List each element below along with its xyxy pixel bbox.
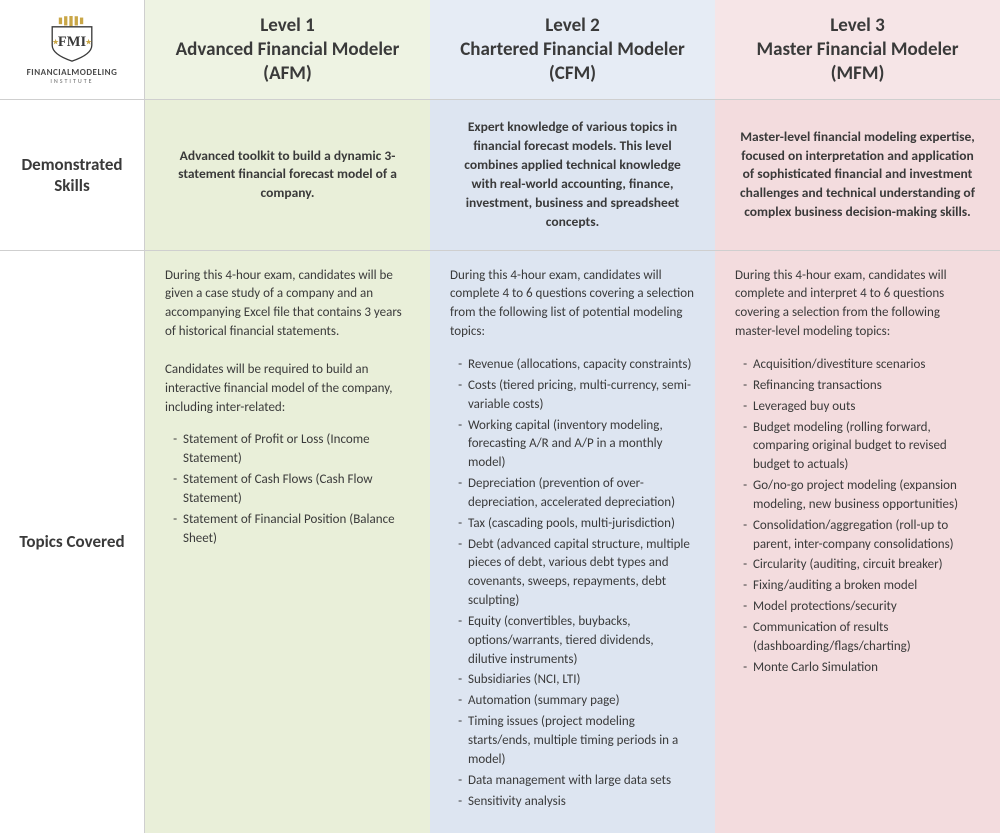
comparison-table: FMI ★ ★ FINANCIALMODELING INSTITUTE Leve… [0, 0, 1000, 833]
list-item: Sensitivity analysis [468, 793, 695, 812]
svg-text:★: ★ [52, 38, 59, 48]
list-item: Timing issues (project modeling starts/e… [468, 713, 695, 770]
list-item: Revenue (allocations, capacity constrain… [468, 356, 695, 375]
list-item: Consolidation/aggregation (roll-up to pa… [753, 517, 980, 555]
list-item: Equity (convertibles, buybacks, options/… [468, 613, 695, 670]
list-item: Depreciation (prevention of over-depreci… [468, 475, 695, 513]
level1-label: Level 1 [163, 14, 412, 38]
list-item: Tax (cascading pools, multi-jurisdiction… [468, 515, 695, 534]
topics-level2-intro1: During this 4-hour exam, candidates will… [450, 267, 695, 342]
topics-level3-intro1: During this 4-hour exam, candidates will… [735, 267, 980, 342]
skills-level1: Advanced toolkit to build a dynamic 3-st… [145, 100, 430, 250]
level2-label: Level 2 [448, 14, 697, 38]
list-item: Subsidiaries (NCI, LTI) [468, 671, 695, 690]
row-label-skills: Demonstrated Skills [0, 100, 145, 250]
list-item: Automation (summary page) [468, 692, 695, 711]
logo-text-line2: INSTITUTE [50, 77, 93, 85]
list-item: Refinancing transactions [753, 377, 980, 396]
row-label-topics: Topics Covered [0, 251, 145, 833]
topics-level2: During this 4-hour exam, candidates will… [430, 251, 715, 833]
column-header-level3: Level 3 Master Financial Modeler (MFM) [715, 0, 1000, 100]
topics-level1-intro2: Candidates will be required to build an … [165, 361, 410, 418]
list-item: Communication of results (dashboarding/f… [753, 619, 980, 657]
topics-level3: During this 4-hour exam, candidates will… [715, 251, 1000, 833]
list-item: Budget modeling (rolling forward, compar… [753, 419, 980, 476]
list-item: Circularity (auditing, circuit breaker) [753, 556, 980, 575]
list-item: Debt (advanced capital structure, multip… [468, 536, 695, 611]
list-item: Statement of Profit or Loss (Income Stat… [183, 431, 410, 469]
level2-name: Chartered Financial Modeler (CFM) [448, 38, 697, 86]
column-header-level1: Level 1 Advanced Financial Modeler (AFM) [145, 0, 430, 100]
topics-level1-list: Statement of Profit or Loss (Income Stat… [165, 431, 410, 548]
list-item: Statement of Financial Position (Balance… [183, 511, 410, 549]
svg-text:FMI: FMI [58, 34, 87, 50]
level1-name: Advanced Financial Modeler (AFM) [163, 38, 412, 86]
skills-level1-text: Advanced toolkit to build a dynamic 3-st… [167, 147, 408, 204]
topics-level1-intro1: During this 4-hour exam, candidates will… [165, 267, 410, 342]
level3-name: Master Financial Modeler (MFM) [733, 38, 982, 86]
list-item: Statement of Cash Flows (Cash Flow State… [183, 471, 410, 509]
logo-cell: FMI ★ ★ FINANCIALMODELING INSTITUTE [0, 0, 145, 100]
list-item: Acquisition/divestiture scenarios [753, 356, 980, 375]
list-item: Monte Carlo Simulation [753, 659, 980, 678]
fmi-logo-icon: FMI ★ ★ [39, 16, 105, 64]
list-item: Working capital (inventory modeling, for… [468, 417, 695, 474]
list-item: Leveraged buy outs [753, 398, 980, 417]
skills-level2-text: Expert knowledge of various topics in fi… [452, 118, 693, 231]
level3-label: Level 3 [733, 14, 982, 38]
svg-text:★: ★ [85, 38, 92, 48]
skills-level2: Expert knowledge of various topics in fi… [430, 100, 715, 250]
list-item: Model protections/security [753, 598, 980, 617]
list-item: Go/no-go project modeling (expansion mod… [753, 477, 980, 515]
skills-level3: Master-level financial modeling expertis… [715, 100, 1000, 250]
topics-level1: During this 4-hour exam, candidates will… [145, 251, 430, 833]
topics-level2-list: Revenue (allocations, capacity constrain… [450, 356, 695, 811]
column-header-level2: Level 2 Chartered Financial Modeler (CFM… [430, 0, 715, 100]
list-item: Fixing/auditing a broken model [753, 577, 980, 596]
list-item: Costs (tiered pricing, multi-currency, s… [468, 377, 695, 415]
topics-level3-list: Acquisition/divestiture scenarios Refinan… [735, 356, 980, 678]
skills-level3-text: Master-level financial modeling expertis… [737, 128, 978, 222]
list-item: Data management with large data sets [468, 772, 695, 791]
